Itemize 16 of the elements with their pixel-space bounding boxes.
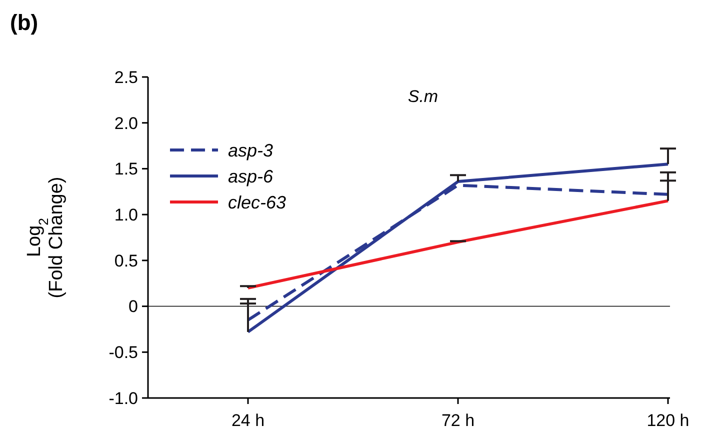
text: S.m (408, 87, 438, 106)
y-tick-label: 0 (128, 297, 138, 316)
y-tick-label: 2.5 (114, 68, 138, 87)
x-tick-label: 24 h (231, 411, 265, 430)
x-tick-label: 72 h (441, 411, 475, 430)
y-tick-label: -1.0 (108, 388, 138, 408)
legend-label: clec-63 (228, 192, 286, 212)
y-tick-label: 1.0 (114, 206, 138, 225)
y-tick-label: 0.5 (114, 251, 138, 270)
y-tick-label: -0.5 (108, 343, 138, 362)
y-tick-label: 1.5 (114, 160, 138, 179)
legend-label: asp-6 (228, 166, 274, 186)
y-tick-label: 2.0 (114, 114, 138, 133)
x-tick-label: 120 h (646, 411, 690, 430)
chart-title: (b) (10, 10, 38, 35)
legend-label: asp-3 (228, 140, 274, 160)
